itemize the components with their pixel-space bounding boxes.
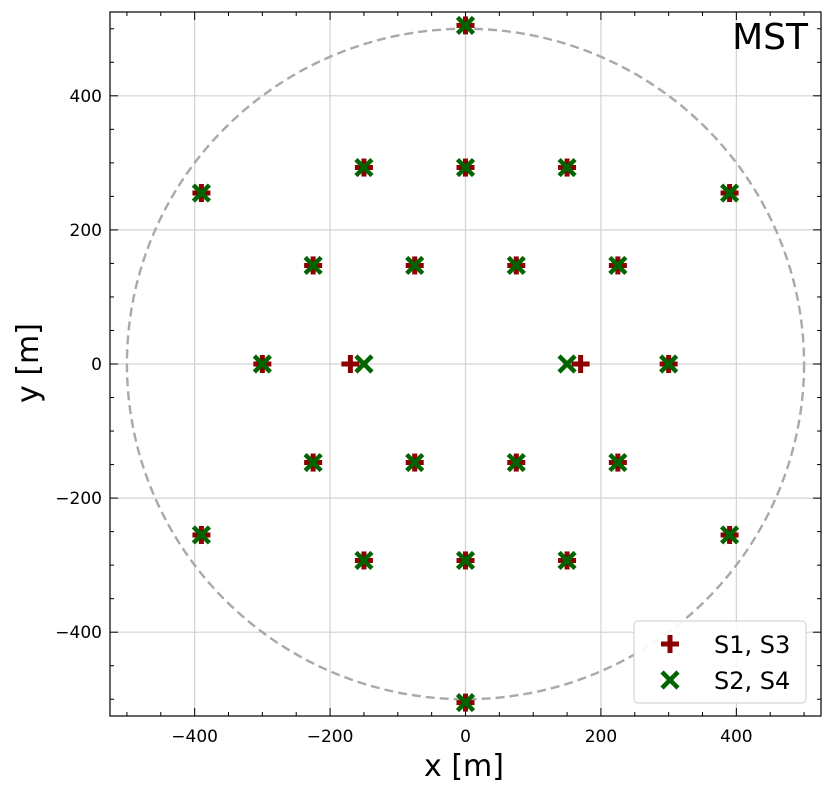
data-point-plus [571, 355, 590, 373]
legend: S1, S3 S2, S4 [633, 620, 807, 704]
x-stroke-b [455, 692, 476, 713]
legend-label: S2, S4 [714, 667, 790, 695]
plot-frame [109, 11, 822, 717]
y-tick-label: −200 [55, 489, 102, 509]
x-stroke-b [455, 550, 476, 571]
legend-marker-x [660, 670, 680, 690]
x-tick-label: 200 [585, 727, 617, 747]
data-point-x [719, 525, 740, 545]
x-stroke-b [354, 354, 374, 374]
x-stroke-b [719, 183, 740, 203]
x-stroke-b [506, 452, 526, 473]
x-stroke-b [303, 452, 323, 473]
grid-lines [110, 12, 821, 716]
data-point-x [455, 15, 476, 36]
data-point-x [608, 255, 628, 276]
legend-marker-plus [661, 635, 679, 653]
legend-item: S2, S4 [660, 667, 790, 695]
data-point-x [354, 354, 374, 374]
data-point-x [252, 354, 272, 374]
legend-item: S1, S3 [661, 631, 790, 659]
data-point-x [191, 183, 212, 203]
axis-ticks [110, 12, 821, 716]
series-2 [191, 15, 740, 713]
x-stroke-b [354, 550, 374, 571]
data-point-x [506, 255, 526, 276]
y-axis-label: y [m] [11, 323, 46, 403]
x-stroke-b [660, 670, 680, 690]
data-point-x [659, 354, 679, 374]
y-tick-label: 200 [70, 221, 102, 241]
y-tick-label: 0 [91, 355, 102, 375]
data-point-x [191, 525, 212, 545]
data-point-x [608, 452, 628, 473]
data-point-x [557, 550, 577, 571]
x-stroke-b [455, 15, 476, 36]
data-point-x [557, 157, 577, 178]
x-tick-label: 400 [720, 727, 752, 747]
x-stroke-b [191, 183, 212, 203]
x-stroke-b [557, 354, 577, 374]
data-points [191, 15, 740, 713]
x-stroke-b [557, 157, 577, 178]
x-stroke-b [506, 255, 526, 276]
x-stroke-b [252, 354, 272, 374]
x-stroke-b [608, 452, 628, 473]
data-point-x [719, 183, 740, 203]
data-point-x [303, 452, 323, 473]
data-point-x [455, 692, 476, 713]
data-point-x [455, 550, 476, 571]
x-axis-label: x [m] [424, 749, 504, 784]
x-tick-label: −400 [171, 727, 218, 747]
data-point-x [455, 157, 476, 178]
data-point-x [405, 452, 425, 473]
x-stroke-b [659, 354, 679, 374]
x-stroke-b [455, 157, 476, 178]
tick-labels: −400 −200 0 200 400 −400 −200 0 200 400 [55, 87, 752, 747]
x-stroke-b [608, 255, 628, 276]
data-point-x [303, 255, 323, 276]
y-tick-label: −400 [55, 623, 102, 643]
x-stroke-b [303, 255, 323, 276]
y-tick-label: 400 [70, 87, 102, 107]
chart-title: MST [732, 17, 809, 58]
data-point-plus [341, 355, 360, 373]
x-tick-label: −200 [307, 727, 354, 747]
data-point-x [506, 452, 526, 473]
data-point-x [405, 255, 425, 276]
data-point-x [354, 550, 374, 571]
x-stroke-b [719, 525, 740, 545]
x-stroke-b [405, 255, 425, 276]
data-point-x [354, 157, 374, 178]
x-stroke-b [354, 157, 374, 178]
legend-label: S1, S3 [714, 631, 790, 659]
x-stroke-b [405, 452, 425, 473]
x-stroke-b [557, 550, 577, 571]
data-point-x [557, 354, 577, 374]
x-stroke-b [191, 525, 212, 545]
x-tick-label: 0 [460, 727, 471, 747]
